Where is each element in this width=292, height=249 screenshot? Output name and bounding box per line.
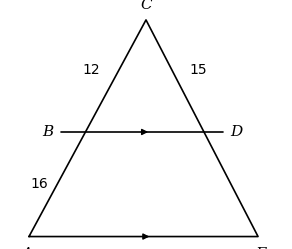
Text: B: B: [43, 125, 54, 139]
Text: E: E: [255, 247, 266, 249]
Text: D: D: [231, 125, 243, 139]
Text: C: C: [140, 0, 152, 12]
Text: A: A: [21, 247, 32, 249]
Text: 12: 12: [82, 63, 100, 77]
Text: 15: 15: [190, 63, 207, 77]
Text: 16: 16: [30, 177, 48, 191]
